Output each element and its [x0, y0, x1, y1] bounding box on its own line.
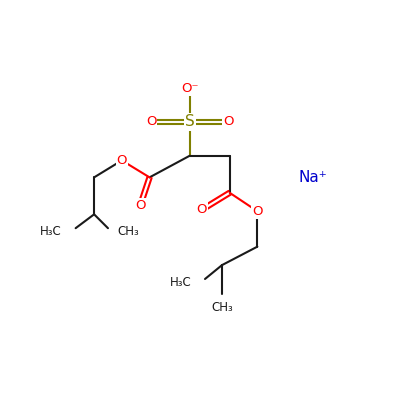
Text: O: O: [135, 198, 146, 212]
Text: CH₃: CH₃: [117, 225, 139, 238]
Text: Na⁺: Na⁺: [298, 170, 327, 185]
Text: CH₃: CH₃: [211, 300, 233, 314]
Text: O: O: [116, 154, 127, 167]
Text: O: O: [223, 116, 233, 128]
Text: O: O: [197, 203, 207, 216]
Text: H₃C: H₃C: [40, 225, 62, 238]
Text: H₃C: H₃C: [169, 276, 191, 288]
Text: O: O: [146, 116, 156, 128]
Text: O⁻: O⁻: [181, 82, 198, 94]
Text: O: O: [252, 205, 263, 218]
Text: S: S: [185, 114, 194, 130]
